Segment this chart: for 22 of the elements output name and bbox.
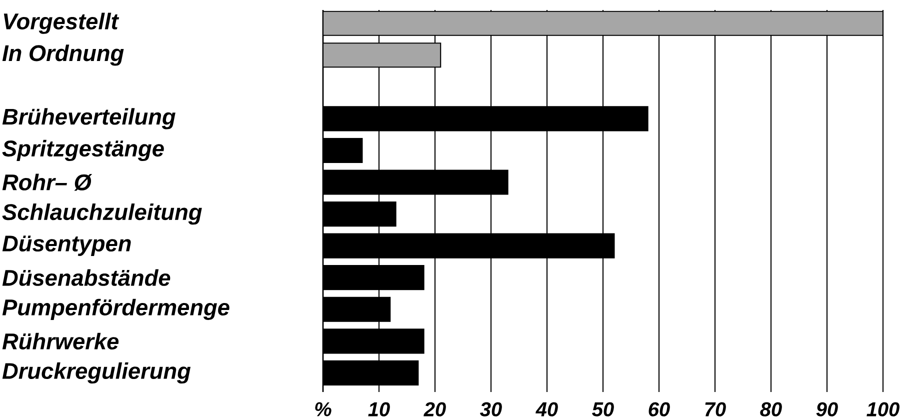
x-tick-label: 60 (648, 402, 670, 416)
y-tick-label: Düsentypen (2, 236, 131, 256)
y-tick-label: Spritzgestänge (2, 140, 164, 162)
y-tick-label: Rohr– Ø (2, 174, 92, 191)
y-tick-label: Druckregulierung (2, 362, 191, 384)
y-tick-label: Schlauchzuleitung (2, 203, 202, 225)
x-tick-label: 50 (592, 402, 614, 416)
y-tick-label: Vorgestellt (4, 12, 120, 34)
y-tick-label: Pumpenfördermenge (2, 298, 230, 320)
y-tick-label: Rührwerke (2, 332, 119, 350)
x-tick-label: 70 (705, 402, 726, 416)
x-tick-label: 80 (760, 402, 782, 416)
x-tick-label: 20 (424, 402, 446, 416)
x-tick-label: 40 (536, 402, 558, 416)
y-tick-label: Düsenabstände (2, 269, 170, 286)
x-tick-label: % (315, 402, 332, 416)
x-tick-label: 10 (368, 402, 390, 416)
x-tick-label: 100 (866, 402, 900, 416)
x-tick-label: 30 (480, 402, 502, 416)
y-tick-label: Brüheverteilung (2, 108, 176, 130)
x-tick-label: 90 (816, 402, 838, 416)
y-tick-label: In Ordnung (2, 44, 124, 66)
